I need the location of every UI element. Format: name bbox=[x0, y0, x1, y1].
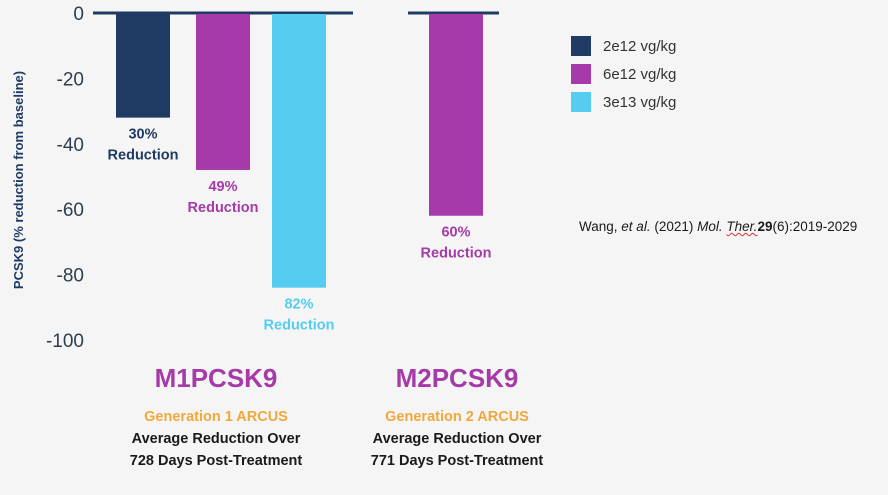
citation: Wang, et al. (2021) Mol. Ther.29(6):2019… bbox=[579, 219, 857, 234]
data-label-word: Reduction bbox=[188, 200, 259, 216]
y-ticks: 0 -20 -40 -60 -80 -100 bbox=[46, 4, 84, 352]
citation-pages: (6):2019-2029 bbox=[772, 219, 858, 234]
citation-authors: Wang, bbox=[579, 219, 618, 234]
legend-swatch-3e13 bbox=[571, 92, 591, 112]
y-tick-0: 0 bbox=[73, 4, 84, 25]
group-title-m1: M1PCSK9 bbox=[155, 363, 278, 393]
legend: 2e12 vg/kg 6e12 vg/kg 3e13 vg/kg bbox=[571, 36, 676, 112]
bar-m1-3e13 bbox=[272, 14, 326, 288]
y-tick-4: -80 bbox=[57, 266, 84, 287]
group-desc-line1-m1: Average Reduction Over bbox=[132, 431, 301, 447]
group-desc-line1-m2: Average Reduction Over bbox=[373, 431, 542, 447]
bar-m1-6e12 bbox=[196, 14, 250, 170]
citation-journal-b: Ther. bbox=[726, 219, 758, 234]
y-tick-5: -100 bbox=[46, 331, 84, 352]
citation-volume: 29 bbox=[757, 219, 773, 234]
bar-m1-2e12 bbox=[116, 14, 170, 118]
legend-label-2e12: 2e12 vg/kg bbox=[603, 38, 676, 55]
group-subtitle-m2: Generation 2 ARCUS bbox=[385, 409, 529, 425]
y-tick-3: -60 bbox=[57, 200, 84, 221]
legend-swatch-2e12 bbox=[571, 36, 591, 56]
bar-m2-6e12 bbox=[429, 14, 483, 216]
data-label-pct: 30% bbox=[128, 127, 157, 143]
legend-label-3e13: 3e13 vg/kg bbox=[603, 94, 676, 111]
data-label-word: Reduction bbox=[264, 318, 335, 334]
citation-journal-a: Mol. bbox=[697, 219, 723, 234]
data-label-word: Reduction bbox=[108, 148, 179, 164]
legend-label-6e12: 6e12 vg/kg bbox=[603, 66, 676, 83]
y-tick-2: -40 bbox=[57, 135, 84, 156]
data-label-pct: 82% bbox=[284, 297, 313, 313]
citation-year: (2021) bbox=[654, 219, 694, 234]
data-label-pct: 49% bbox=[208, 179, 237, 195]
data-label-pct: 60% bbox=[441, 225, 470, 241]
group-desc-line2-m2: 771 Days Post-Treatment bbox=[371, 453, 544, 469]
data-label-word: Reduction bbox=[421, 246, 492, 262]
group-subtitle-m1: Generation 1 ARCUS bbox=[144, 409, 288, 425]
y-axis-label: PCSK9 (% reduction from baseline) bbox=[11, 71, 26, 289]
citation-etal: et al. bbox=[621, 219, 651, 234]
group-title-m2: M2PCSK9 bbox=[396, 363, 519, 393]
legend-swatch-6e12 bbox=[571, 64, 591, 84]
y-tick-1: -20 bbox=[57, 69, 84, 90]
group-desc-line2-m1: 728 Days Post-Treatment bbox=[130, 453, 303, 469]
